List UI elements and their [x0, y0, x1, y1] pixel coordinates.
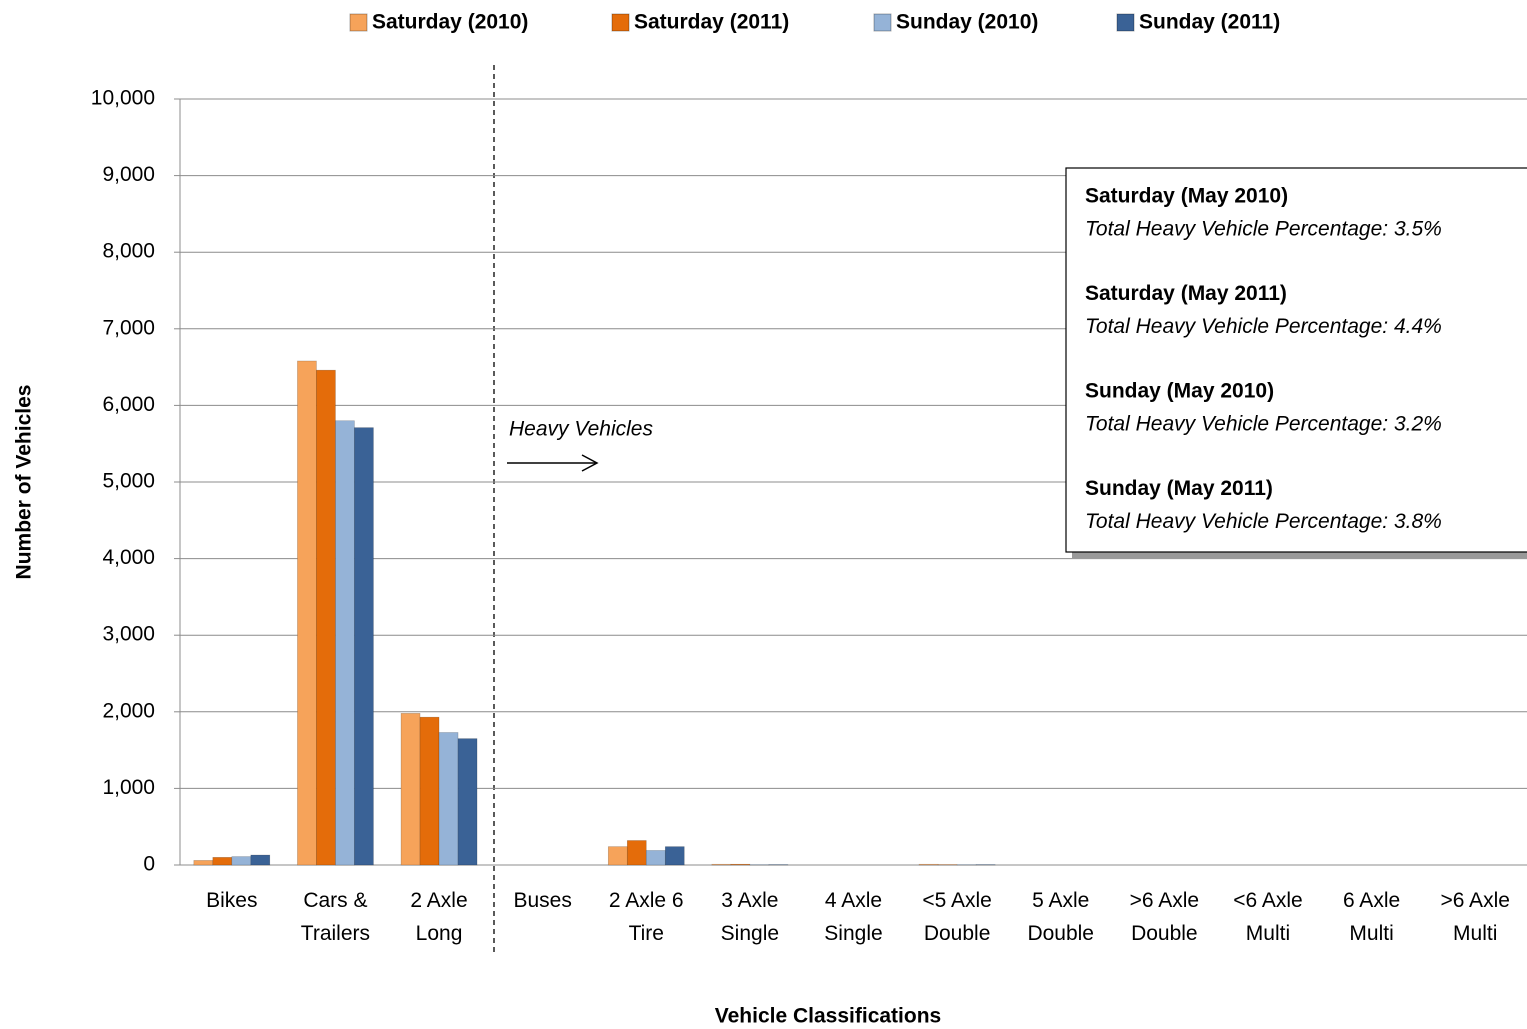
- x-tick-label: >6 Axle Double: [1129, 889, 1200, 945]
- bar: [664, 846, 685, 866]
- x-tick-label: 4 Axle Single: [824, 889, 883, 945]
- y-tick-label: 9,000: [102, 163, 155, 186]
- y-tick-label: 0: [143, 853, 155, 876]
- y-tick-label: 1,000: [102, 776, 155, 799]
- x-axis-title: Vehicle Classifications: [715, 1005, 941, 1028]
- y-axis-title: Number of Vehicles: [13, 385, 36, 580]
- info-title: Saturday (May 2010): [1085, 185, 1288, 208]
- bar: [438, 732, 459, 866]
- bar: [250, 854, 271, 866]
- y-tick-label: 10,000: [91, 87, 155, 110]
- bar: [711, 863, 732, 866]
- x-tick-label: Buses: [513, 889, 572, 912]
- arrow-head: [581, 454, 599, 472]
- x-tick-label: 2 Axle Long: [410, 889, 468, 945]
- x-tick-label: >6 Axle Multi: [1440, 889, 1510, 945]
- x-tick-label: Bikes: [206, 889, 258, 912]
- info-title: Sunday (May 2011): [1085, 477, 1273, 500]
- bar: [297, 360, 317, 866]
- info-text: Total Heavy Vehicle Percentage: 3.5%: [1085, 218, 1442, 241]
- info-title: Sunday (May 2010): [1085, 380, 1274, 403]
- bar: [231, 856, 252, 866]
- bar: [457, 738, 478, 866]
- info-title: Saturday (May 2011): [1085, 282, 1287, 305]
- info-text: Total Heavy Vehicle Percentage: 3.2%: [1085, 413, 1442, 436]
- legend-label: Sunday (2011): [1139, 11, 1280, 34]
- info-text: Total Heavy Vehicle Percentage: 4.4%: [1085, 315, 1442, 338]
- legend-swatch: [349, 13, 368, 32]
- y-tick-label: 2,000: [102, 699, 155, 722]
- bar: [316, 369, 336, 866]
- bar: [212, 857, 233, 866]
- bar: [607, 846, 628, 866]
- y-tick-label: 5,000: [102, 470, 155, 493]
- bar: [335, 420, 355, 866]
- y-tick-label: 8,000: [102, 240, 155, 263]
- bar: [626, 840, 647, 866]
- bar: [354, 427, 374, 866]
- annotation: Heavy Vehicles: [509, 418, 653, 441]
- x-tick-label: 6 Axle Multi: [1342, 889, 1401, 945]
- bar: [730, 863, 751, 866]
- y-tick-label: 3,000: [102, 623, 155, 646]
- x-tick-label: <5 Axle Double: [922, 889, 992, 945]
- info-text: Total Heavy Vehicle Percentage: 3.8%: [1085, 510, 1442, 533]
- legend-label: Sunday (2010): [896, 11, 1038, 34]
- y-tick-label: 4,000: [102, 546, 155, 569]
- x-tick-label: Cars & Trailers: [300, 889, 371, 945]
- bar: [918, 863, 939, 866]
- legend-label: Saturday (2010): [372, 11, 528, 34]
- legend-label: Saturday (2011): [634, 11, 789, 34]
- legend-swatch: [873, 13, 892, 32]
- bar: [419, 716, 440, 866]
- x-tick-label: <6 Axle Multi: [1233, 889, 1303, 945]
- bar: [193, 860, 214, 866]
- bar: [645, 850, 666, 866]
- info-box: [1065, 167, 1527, 553]
- x-tick-label: 3 Axle Single: [720, 889, 780, 945]
- bar: [400, 713, 421, 866]
- legend-swatch: [611, 13, 630, 32]
- legend-swatch: [1116, 13, 1135, 32]
- y-tick-label: 6,000: [102, 393, 155, 416]
- x-tick-label: 2 Axle 6 Tire: [608, 889, 684, 945]
- x-tick-label: 5 Axle Double: [1027, 889, 1094, 945]
- y-tick-label: 7,000: [102, 316, 155, 339]
